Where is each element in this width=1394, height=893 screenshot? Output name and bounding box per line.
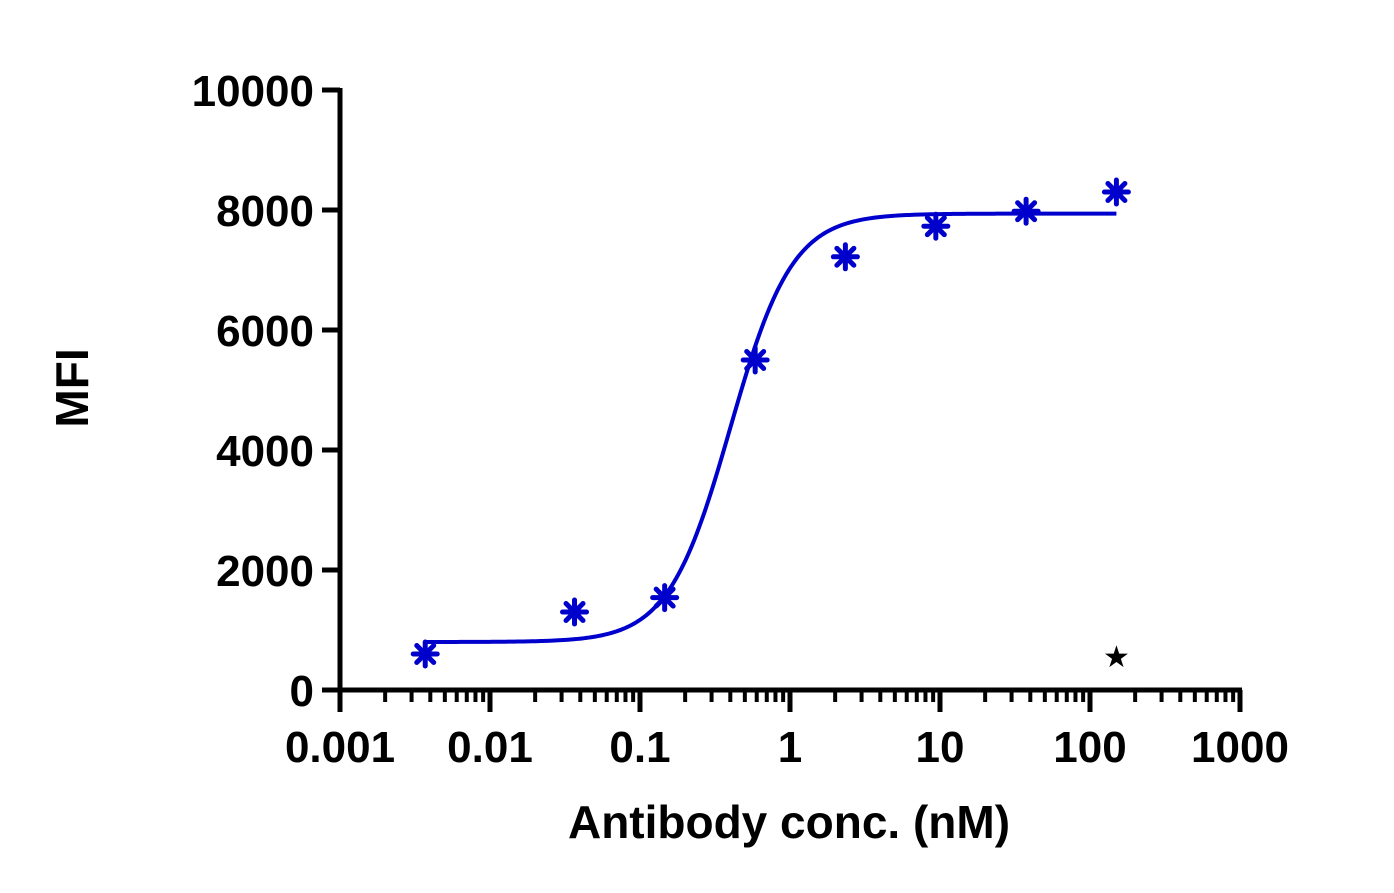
fit-curve-layer xyxy=(425,211,1117,644)
data-point xyxy=(1101,177,1131,207)
data-point-core xyxy=(1020,205,1033,218)
data-point xyxy=(650,583,680,613)
x-tick-label: 1 xyxy=(778,723,802,772)
y-tick-label: 6000 xyxy=(216,307,314,356)
data-point xyxy=(830,242,860,272)
y-tick-label: 8000 xyxy=(216,187,314,236)
data-point-core xyxy=(839,250,852,263)
data-point xyxy=(410,639,440,669)
data-point-core xyxy=(929,220,942,233)
data-point xyxy=(740,345,770,375)
y-tick-label: 4000 xyxy=(216,427,314,476)
x-tick-label: 1000 xyxy=(1191,723,1289,772)
data-point xyxy=(560,597,590,627)
data-point-core xyxy=(749,354,762,366)
data-point-core xyxy=(658,591,671,604)
x-tick-label: 0.001 xyxy=(285,723,395,772)
axes: 0 2000 4000 6000 8000 10000 0.001 0.01 0.1 1 10 100… xyxy=(192,67,1289,772)
data-point xyxy=(1011,196,1041,226)
star-annotation: ★ xyxy=(1103,640,1130,675)
y-tick-label: 0 xyxy=(290,667,314,716)
x-axis-title: Antibody conc. (nM) xyxy=(568,796,1010,848)
data-point-core xyxy=(568,606,581,618)
x-tick-label: 100 xyxy=(1053,723,1126,772)
fit-curve xyxy=(425,211,1117,644)
annotation-layer: ★ xyxy=(1103,640,1130,675)
y-axis-title: MFI xyxy=(46,348,98,427)
y-tick-label: 10000 xyxy=(192,67,314,116)
y-tick-label: 2000 xyxy=(216,547,314,596)
data-point xyxy=(921,211,951,241)
x-tick-label: 10 xyxy=(916,723,965,772)
data-point-core xyxy=(419,648,432,660)
data-point-core xyxy=(1110,186,1123,198)
x-tick-label: 0.1 xyxy=(609,723,670,772)
x-tick-label: 0.01 xyxy=(447,723,533,772)
data-points-layer xyxy=(410,177,1131,669)
